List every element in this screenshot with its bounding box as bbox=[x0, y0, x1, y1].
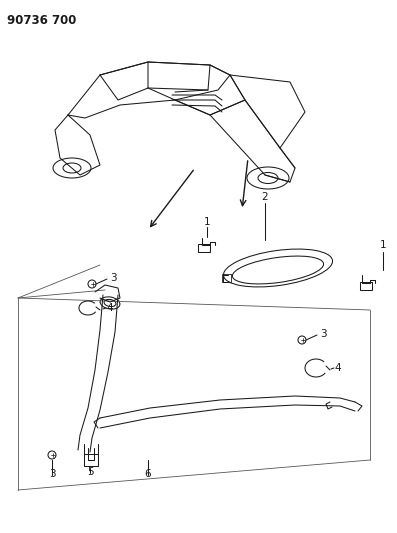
Text: 5: 5 bbox=[87, 467, 93, 477]
Text: 2: 2 bbox=[262, 192, 268, 202]
Text: 90736 700: 90736 700 bbox=[7, 14, 76, 27]
Text: 1: 1 bbox=[204, 217, 210, 227]
Text: 6: 6 bbox=[145, 469, 151, 479]
Text: 3: 3 bbox=[320, 329, 327, 339]
Text: 3: 3 bbox=[110, 273, 117, 283]
Text: 1: 1 bbox=[380, 240, 386, 250]
Text: 3: 3 bbox=[49, 469, 55, 479]
Bar bbox=[222, 274, 231, 282]
Text: 4: 4 bbox=[334, 363, 341, 373]
Text: 4: 4 bbox=[106, 303, 113, 313]
